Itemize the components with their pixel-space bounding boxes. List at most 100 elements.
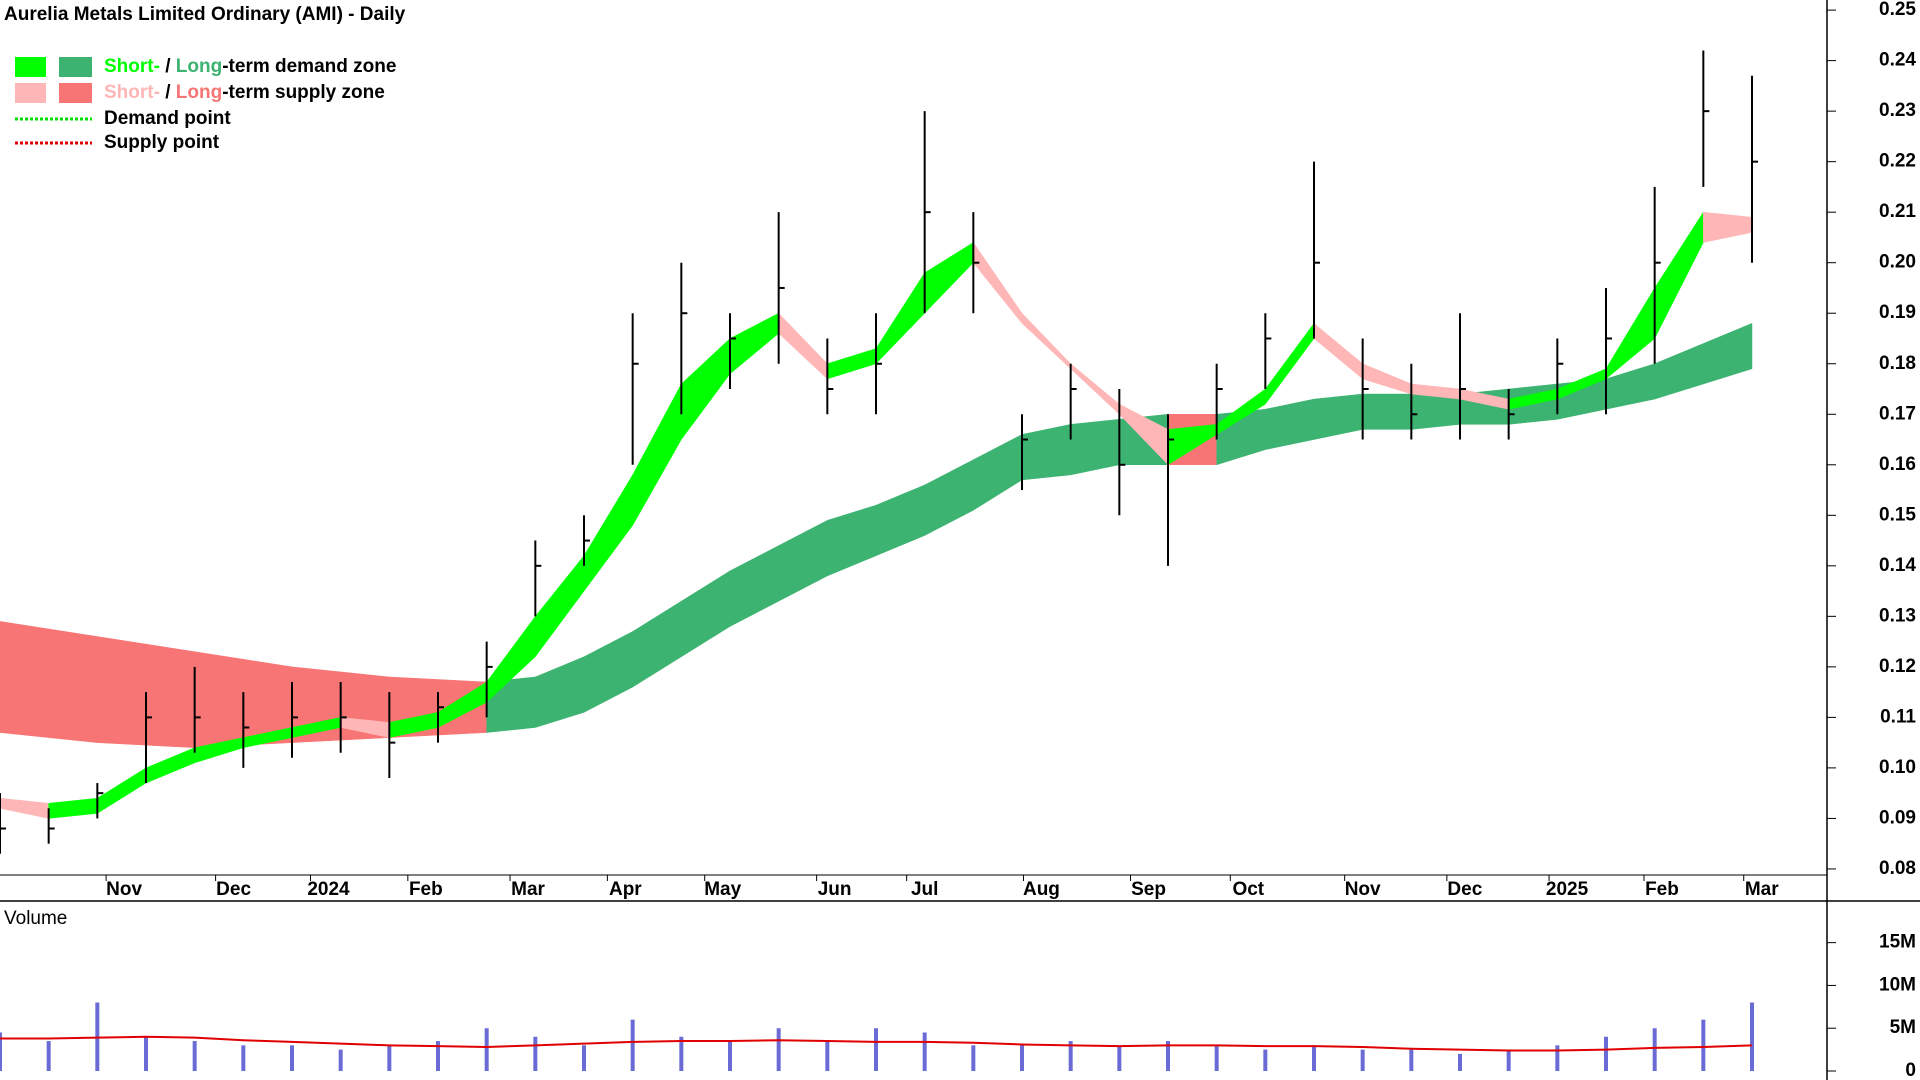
volume-bar bbox=[1458, 1053, 1462, 1071]
x-tick-label: May bbox=[704, 879, 741, 900]
x-tick-label: Oct bbox=[1232, 879, 1264, 900]
volume-bar bbox=[1263, 1049, 1268, 1071]
volume-bar bbox=[1409, 1049, 1414, 1071]
x-tick-label: Jun bbox=[818, 879, 852, 900]
legend-label-part: -term demand zone bbox=[222, 56, 396, 77]
long-zone-segment bbox=[632, 600, 682, 688]
short-zone-segment bbox=[1654, 211, 1704, 339]
volume-title: Volume bbox=[4, 908, 67, 929]
volume-bar bbox=[1701, 1019, 1706, 1071]
y-tick-label: 0.10 bbox=[1879, 757, 1916, 778]
volume-bar bbox=[874, 1028, 878, 1071]
legend-label-part: Short- bbox=[104, 82, 160, 103]
y-tick-label: 0.23 bbox=[1879, 100, 1916, 121]
legend-swatch bbox=[59, 83, 92, 103]
y-tick-label: 0.20 bbox=[1879, 252, 1916, 273]
volume-bar bbox=[144, 1036, 148, 1071]
volume-bar bbox=[387, 1045, 392, 1071]
y-tick-label: 0.08 bbox=[1879, 858, 1916, 879]
volume-bar bbox=[290, 1045, 294, 1071]
legend-label-part: Long bbox=[176, 82, 222, 103]
long-zone-segment bbox=[681, 570, 731, 658]
volume-bar bbox=[971, 1045, 976, 1071]
x-tick-label: 2024 bbox=[307, 879, 350, 900]
long-zone-segment bbox=[583, 631, 633, 713]
volume-pane: Volume 0 5M 10M 15M bbox=[0, 908, 1916, 1080]
y-tick-label: 0.13 bbox=[1879, 605, 1916, 626]
volume-bar bbox=[1166, 1041, 1170, 1071]
long-zone-segment bbox=[1313, 393, 1363, 440]
volume-tick-label: 5M bbox=[1890, 1017, 1916, 1038]
volume-bar bbox=[1214, 1045, 1219, 1071]
volume-tick-label: 15M bbox=[1879, 932, 1916, 953]
y-tick-label: 0.16 bbox=[1879, 454, 1916, 475]
volume-bar bbox=[436, 1041, 440, 1071]
short-zone-segment bbox=[681, 337, 731, 441]
short-zone-segment bbox=[1070, 363, 1120, 415]
x-tick-label: Dec bbox=[1447, 879, 1482, 900]
y-tick-label: 0.12 bbox=[1879, 656, 1916, 677]
y-tick-label: 0.19 bbox=[1879, 302, 1916, 323]
long-zone-segment bbox=[875, 484, 925, 557]
y-tick-label: 0.22 bbox=[1879, 151, 1916, 172]
y-tick-label: 0.09 bbox=[1879, 807, 1916, 828]
volume-bar bbox=[1020, 1045, 1024, 1071]
long-zone-segment bbox=[1362, 393, 1412, 430]
short-zone-segment bbox=[875, 271, 925, 365]
volume-bar bbox=[192, 1041, 197, 1071]
long-zone-segment bbox=[924, 459, 974, 536]
y-tick-label: 0.18 bbox=[1879, 353, 1916, 374]
legend-label: Short- / Long-term demand zone bbox=[104, 56, 396, 77]
legend-label: Supply point bbox=[104, 132, 220, 153]
volume-bar bbox=[0, 1032, 2, 1071]
volume-bar bbox=[1068, 1041, 1073, 1071]
long-zone-segment bbox=[1021, 424, 1071, 481]
short-zone-segment bbox=[924, 242, 974, 314]
y-tick-label: 0.14 bbox=[1879, 555, 1916, 576]
volume-bar bbox=[338, 1049, 343, 1071]
volume-bar bbox=[46, 1041, 51, 1071]
legend-swatch bbox=[15, 57, 46, 77]
y-tick-label: 0.11 bbox=[1880, 706, 1916, 727]
volume-bar bbox=[484, 1028, 489, 1071]
y-tick-label: 0.25 bbox=[1879, 0, 1916, 20]
legend-label: Short- / Long-term supply zone bbox=[104, 82, 385, 103]
long-zone-segment bbox=[145, 643, 195, 748]
short-zone-segment bbox=[778, 312, 828, 380]
volume-bar bbox=[922, 1032, 927, 1071]
short-zone-segment bbox=[535, 555, 585, 658]
short-zone-segment bbox=[729, 312, 779, 375]
short-zone-segment bbox=[632, 383, 682, 527]
y-tick-label: 0.21 bbox=[1879, 201, 1916, 222]
legend-label-part: Short- bbox=[104, 56, 160, 77]
long-zone-segment bbox=[729, 545, 779, 627]
volume-tick-label: 10M bbox=[1879, 974, 1916, 995]
volume-tick-label: 0 bbox=[1905, 1060, 1916, 1080]
long-zone-segment bbox=[97, 636, 147, 746]
long-zone-segment bbox=[194, 651, 244, 748]
volume-bar bbox=[1604, 1036, 1608, 1071]
volume-bar bbox=[1312, 1045, 1316, 1071]
long-zone-segment bbox=[48, 628, 98, 743]
long-zone-segment bbox=[535, 656, 585, 728]
volume-bar bbox=[1750, 1002, 1754, 1071]
volume-bar bbox=[1555, 1045, 1560, 1071]
x-tick-label: Mar bbox=[1745, 879, 1779, 900]
short-zone-segment bbox=[973, 241, 1023, 325]
y-tick-label: 0.15 bbox=[1879, 504, 1916, 525]
short-zone-segment bbox=[1605, 287, 1655, 380]
x-tick-label: Dec bbox=[216, 879, 251, 900]
volume-bar bbox=[1652, 1028, 1657, 1071]
short-zone-segment bbox=[0, 797, 49, 819]
long-zone-segment bbox=[778, 519, 828, 602]
long-zone-segment bbox=[1070, 419, 1120, 476]
legend-label-part: / bbox=[160, 56, 176, 77]
chart-title: Aurelia Metals Limited Ordinary (AMI) - … bbox=[4, 4, 406, 25]
x-tick-label: Mar bbox=[511, 879, 545, 900]
legend-swatch bbox=[15, 83, 46, 103]
volume-bar bbox=[1360, 1049, 1365, 1071]
x-tick-label: 2025 bbox=[1546, 879, 1589, 900]
